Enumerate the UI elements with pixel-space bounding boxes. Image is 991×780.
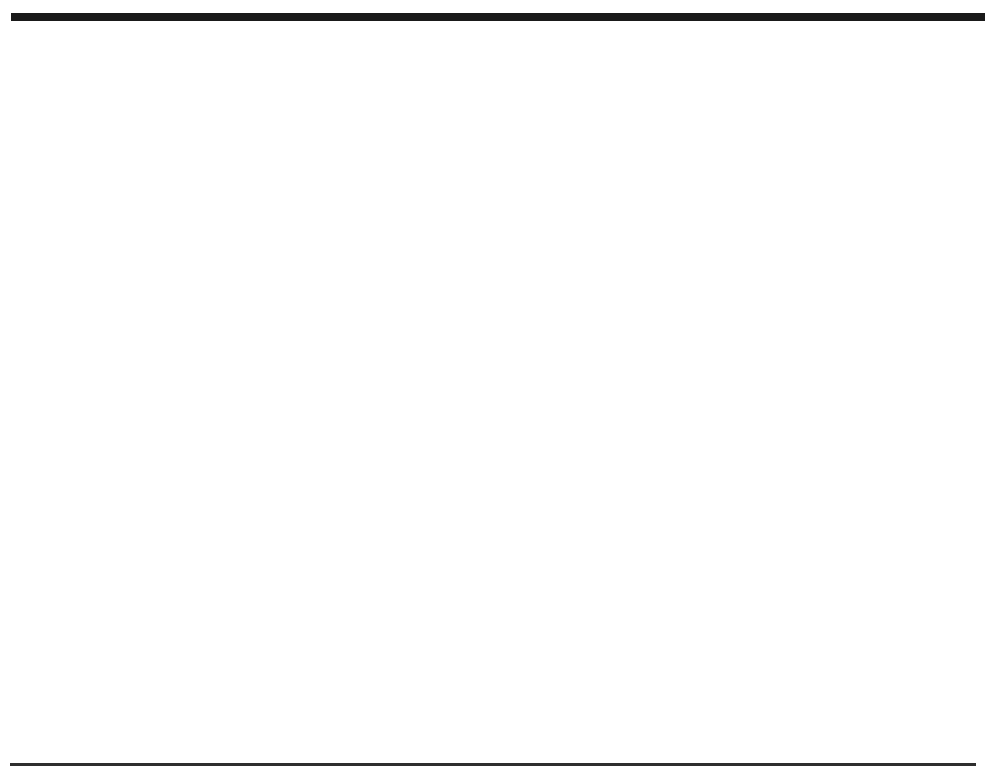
bottom-rule xyxy=(10,763,976,766)
hazard-ratio-bar-chart xyxy=(0,0,991,650)
top-rule xyxy=(11,13,985,21)
y-axis-title xyxy=(51,255,85,485)
